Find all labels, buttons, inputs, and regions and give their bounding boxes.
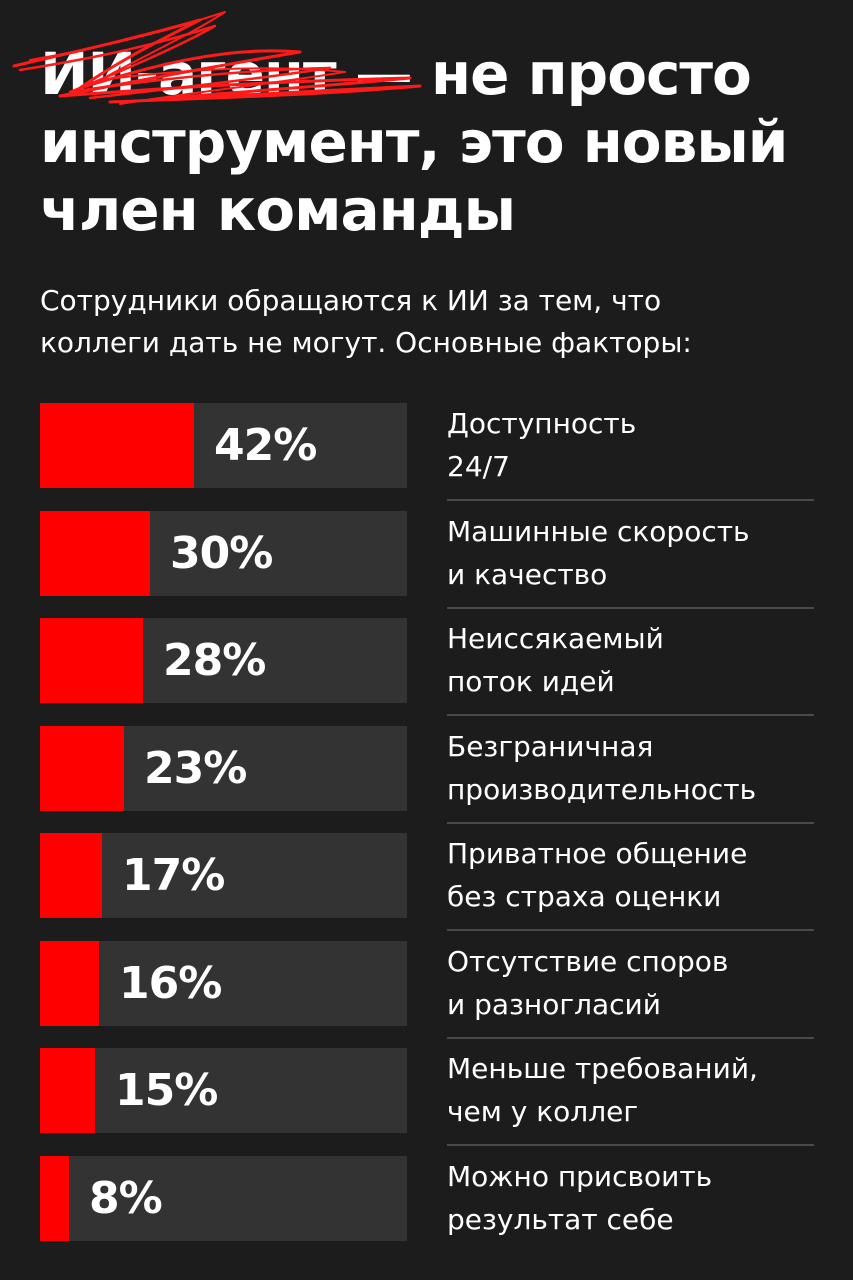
bar-value-label: 28% xyxy=(163,635,266,686)
category-label-line: Меньше требований, xyxy=(447,1052,758,1085)
category-label: Безграничная производительность xyxy=(447,725,827,811)
category-label-line: Отсутствие споров xyxy=(447,944,729,978)
category-label-line: Доступность xyxy=(447,407,637,440)
row-divider xyxy=(447,821,814,824)
category-label: Меньше требований, чем у коллег xyxy=(447,1047,827,1133)
category-label: Отсутствие споров и разногласий xyxy=(447,940,827,1026)
row-divider xyxy=(447,714,814,716)
category-label-line: 24/7 xyxy=(447,450,510,483)
bar-value-label: 16% xyxy=(119,957,222,1009)
row-divider xyxy=(447,1144,814,1146)
bar-value-label: 17% xyxy=(122,850,225,901)
bar-track: 16% xyxy=(40,940,407,1026)
row-divider xyxy=(447,929,814,931)
subtitle-line-1: Сотрудники обращаются к ИИ за тем, что xyxy=(40,284,662,317)
bar xyxy=(40,1155,69,1241)
category-label-line: и разногласий xyxy=(447,987,661,1021)
category-label-line: производительность xyxy=(447,772,757,806)
bar-value-label: 23% xyxy=(144,742,247,794)
bar-value-label: 30% xyxy=(170,527,273,579)
bar xyxy=(40,940,99,1026)
category-label-line: результат себе xyxy=(447,1202,674,1236)
bar-value-label: 15% xyxy=(115,1065,218,1116)
bar xyxy=(40,510,150,596)
category-label-line: и качество xyxy=(447,557,608,591)
bar-track: 23% xyxy=(40,725,407,811)
row-divider xyxy=(447,606,814,609)
category-label: Доступность 24/7 xyxy=(447,402,827,488)
bar xyxy=(40,403,194,488)
category-label-line: без страха оценки xyxy=(447,880,722,913)
bar-track: 17% xyxy=(40,833,407,918)
category-label: Приватное общение без страха оценки xyxy=(447,832,827,918)
row-divider xyxy=(447,1036,814,1039)
category-label-line: Безграничная xyxy=(447,729,654,763)
bar-track: 28% xyxy=(40,618,407,703)
category-label-line: Машинные скорость xyxy=(447,514,750,548)
bar xyxy=(40,618,143,703)
row-divider xyxy=(447,499,814,501)
category-label-line: Можно присвоить xyxy=(447,1159,713,1193)
bar xyxy=(40,725,124,811)
headline-line-3: член команды xyxy=(40,176,516,244)
bar-track: 8% xyxy=(40,1155,407,1241)
bar-track: 42% xyxy=(40,403,407,488)
bar-track: 15% xyxy=(40,1048,407,1133)
subtitle-line-2: коллеги дать не могут. Основные факторы: xyxy=(40,326,692,359)
bar xyxy=(40,1048,95,1133)
bar-value-label: 8% xyxy=(89,1172,163,1224)
category-label: Можно присвоить результат себе xyxy=(447,1155,827,1241)
category-label: Машинные скорость и качество xyxy=(447,510,827,596)
category-label-line: Неиссякаемый xyxy=(447,622,664,655)
headline-line-2: инструмент, это новый xyxy=(40,108,788,176)
category-label-line: поток идей xyxy=(447,665,615,698)
bar-value-label: 42% xyxy=(214,420,317,471)
subtitle: Сотрудники обращаются к ИИ за тем, что к… xyxy=(40,280,820,364)
category-label-line: чем у коллег xyxy=(447,1095,639,1128)
category-label: Неиссякаемый поток идей xyxy=(447,617,827,703)
bar xyxy=(40,833,102,918)
bar-track: 30% xyxy=(40,510,407,596)
category-label-line: Приватное общение xyxy=(447,837,748,870)
